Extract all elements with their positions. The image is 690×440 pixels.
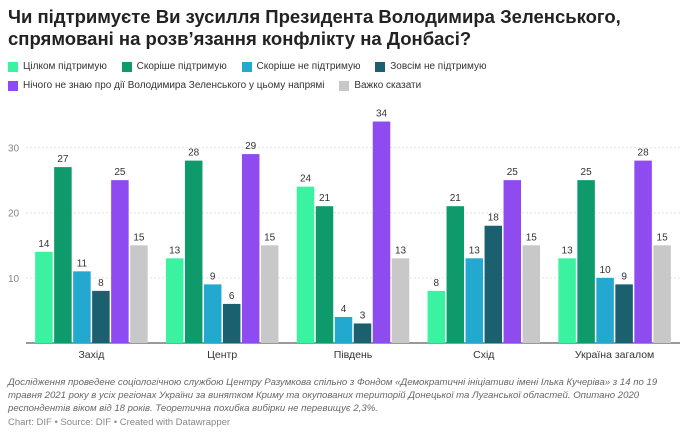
legend-label-1: Цілком підтримую: [23, 61, 107, 72]
x-category-label: Схід: [473, 349, 494, 361]
bar-value-label: 21: [450, 193, 462, 204]
bar-value-label: 13: [562, 245, 574, 256]
legend-label-6: Важко сказати: [354, 80, 422, 91]
bar-value-label: 15: [133, 232, 145, 243]
bar: [184, 160, 203, 343]
bar-value-label: 9: [621, 271, 627, 282]
methodology-note: Дослідження проведене соціологічною служ…: [8, 377, 658, 414]
legend-swatch-4: [375, 62, 386, 72]
bar: [634, 160, 652, 343]
bar: [165, 258, 184, 343]
bar-value-label: 15: [657, 232, 669, 243]
y-tick-label: 20: [8, 209, 20, 220]
bar-chart: 10 20 30 14 27 11 8 25 15 Захід 13 28 9 6 29 15 Центр 24 2…: [8, 109, 680, 361]
bar-value-label: 14: [38, 239, 50, 250]
bar: [353, 323, 372, 343]
bar-value-label: 27: [57, 154, 69, 165]
bar: [427, 290, 446, 343]
legend-swatch-6: [339, 81, 350, 91]
bar-value-label: 15: [264, 232, 276, 243]
bar: [35, 251, 53, 343]
bar-value-label: 28: [188, 148, 200, 159]
bar-value-label: 25: [114, 167, 126, 178]
legend-swatch-1: [8, 62, 18, 72]
x-category-label: Україна загалом: [575, 349, 654, 361]
bar: [596, 277, 614, 343]
bar: [391, 258, 410, 343]
bar-value-label: 21: [319, 193, 331, 204]
bar-value-label: 15: [526, 232, 538, 243]
bar-value-label: 13: [395, 245, 407, 256]
bar-value-label: 24: [300, 174, 312, 185]
chart-credit: Chart: DIF • Source: DIF • Created with …: [8, 417, 231, 428]
x-category-label: Південь: [334, 349, 373, 361]
bar: [522, 245, 541, 343]
bar: [577, 180, 595, 343]
x-category-label: Захід: [78, 349, 104, 361]
bar: [296, 186, 315, 343]
legend-swatch-2: [121, 62, 132, 72]
legend-item-5: Нічого не знаю про дії Володимира Зеленс…: [8, 78, 325, 94]
bar: [315, 206, 334, 343]
bar-value-label: 34: [376, 109, 388, 120]
bar: [241, 154, 260, 343]
legend-label-5: Нічого не знаю про дії Володимира Зеленс…: [23, 80, 325, 91]
bar-value-label: 25: [581, 167, 593, 178]
legend-label-4: Зовсім не підтримую: [390, 61, 487, 72]
bar-value-label: 4: [341, 304, 347, 315]
legend: Цілком підтримую Скоріше підтримую Скорі…: [8, 59, 668, 97]
bar-value-label: 3: [360, 310, 366, 321]
legend-label-2: Скоріше підтримую: [136, 61, 227, 72]
bar-value-label: 8: [434, 278, 440, 289]
bar: [503, 180, 522, 343]
bar: [203, 284, 222, 343]
legend-item-4: Зовсім не підтримую: [375, 59, 487, 75]
bar: [130, 245, 148, 343]
bar: [615, 284, 633, 343]
bar: [484, 225, 503, 343]
y-tick-label: 30: [8, 144, 20, 155]
legend-item-6: Важко сказати: [339, 78, 421, 94]
bar-value-label: 28: [638, 148, 650, 159]
legend-swatch-3: [241, 62, 252, 72]
legend-swatch-5: [8, 81, 18, 91]
bar: [372, 121, 391, 343]
bar-value-label: 13: [469, 245, 481, 256]
bar: [446, 206, 465, 343]
bar: [334, 316, 353, 343]
chart-title: Чи підтримуєте Ви зусилля Президента Вол…: [8, 6, 621, 49]
bar-value-label: 29: [245, 141, 257, 152]
bar-value-label: 9: [210, 271, 216, 282]
legend-item-2: Скоріше підтримую: [121, 59, 227, 75]
bar: [260, 245, 279, 343]
y-tick-label: 10: [8, 274, 20, 285]
legend-label-3: Скоріше не підтримую: [256, 61, 361, 72]
bar-value-label: 10: [600, 265, 612, 276]
bar-value-label: 25: [507, 167, 519, 178]
bar: [73, 271, 91, 343]
bar: [465, 258, 484, 343]
bar: [54, 167, 72, 343]
bar: [111, 180, 129, 343]
bar: [92, 290, 110, 343]
bar-value-label: 11: [77, 258, 88, 269]
bar: [558, 258, 576, 343]
bar: [222, 303, 241, 343]
bar-value-label: 18: [488, 213, 500, 224]
legend-item-1: Цілком підтримую: [8, 59, 107, 75]
bar-value-label: 6: [229, 291, 235, 302]
bar-value-label: 8: [98, 278, 104, 289]
bar: [653, 245, 671, 343]
bar-value-label: 13: [169, 245, 181, 256]
x-category-label: Центр: [207, 349, 237, 361]
legend-item-3: Скоріше не підтримую: [241, 59, 361, 75]
